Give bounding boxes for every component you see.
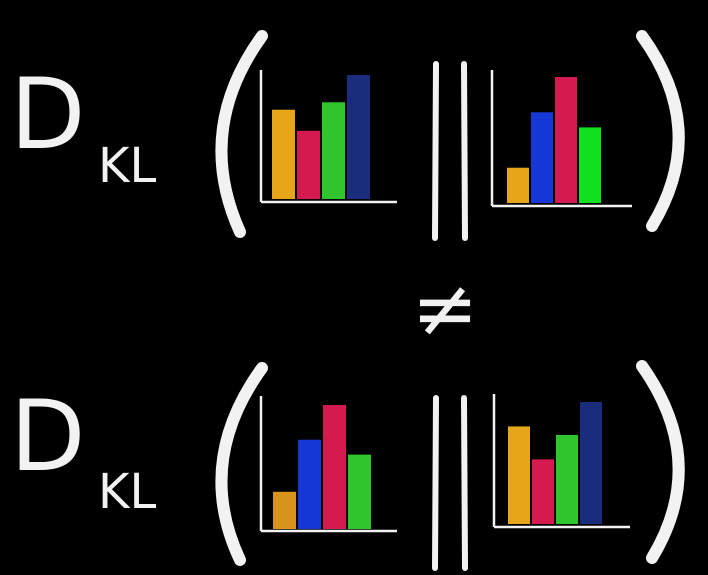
top-divider-right-bar xyxy=(461,61,468,241)
top-divider-left-bar xyxy=(432,61,439,241)
top-right-histogram-bar-2 xyxy=(531,112,553,203)
top-right-histogram-bar-1 xyxy=(507,167,529,203)
top-right-histogram xyxy=(490,70,632,208)
top-expression: D KL xyxy=(10,30,685,241)
bottom-left-histogram-bar-2 xyxy=(298,439,321,529)
top-left-histogram-bar-4 xyxy=(347,75,370,199)
bottom-divider-left-bar xyxy=(432,395,439,571)
bottom-left-histogram-bar-4 xyxy=(348,454,371,529)
top-operator-subscript: KL xyxy=(98,138,156,194)
top-right-histogram-bar-4 xyxy=(579,127,601,203)
bottom-operator-subscript: KL xyxy=(98,464,156,520)
top-left-histogram-bar-3 xyxy=(322,102,345,199)
bottom-divider-right-bar xyxy=(461,395,468,571)
bottom-right-histogram xyxy=(492,394,630,529)
top-left-histogram-bar-2 xyxy=(297,130,320,199)
top-left-parenthesis xyxy=(215,30,268,238)
bottom-right-histogram-bar-4 xyxy=(580,402,602,524)
not-equal-symbol: ≠ xyxy=(411,262,478,355)
bottom-left-histogram-bar-3 xyxy=(323,405,346,529)
bottom-left-histogram-bar-1 xyxy=(273,491,296,529)
bottom-left-parenthesis xyxy=(215,362,268,566)
bottom-right-histogram-bar-1 xyxy=(508,426,530,524)
bottom-right-histogram-bar-3 xyxy=(556,434,578,524)
top-operator-d: D xyxy=(10,58,85,172)
top-left-histogram xyxy=(259,70,397,204)
bottom-left-histogram xyxy=(259,396,397,533)
top-left-histogram-bar-1 xyxy=(272,109,295,199)
bottom-expression: D KL xyxy=(10,360,685,571)
bottom-operator-d: D xyxy=(10,380,85,494)
top-right-parenthesis xyxy=(636,30,685,232)
top-right-histogram-bar-3 xyxy=(555,77,577,203)
bottom-right-parenthesis xyxy=(636,360,685,564)
bottom-right-histogram-bar-2 xyxy=(532,459,554,524)
